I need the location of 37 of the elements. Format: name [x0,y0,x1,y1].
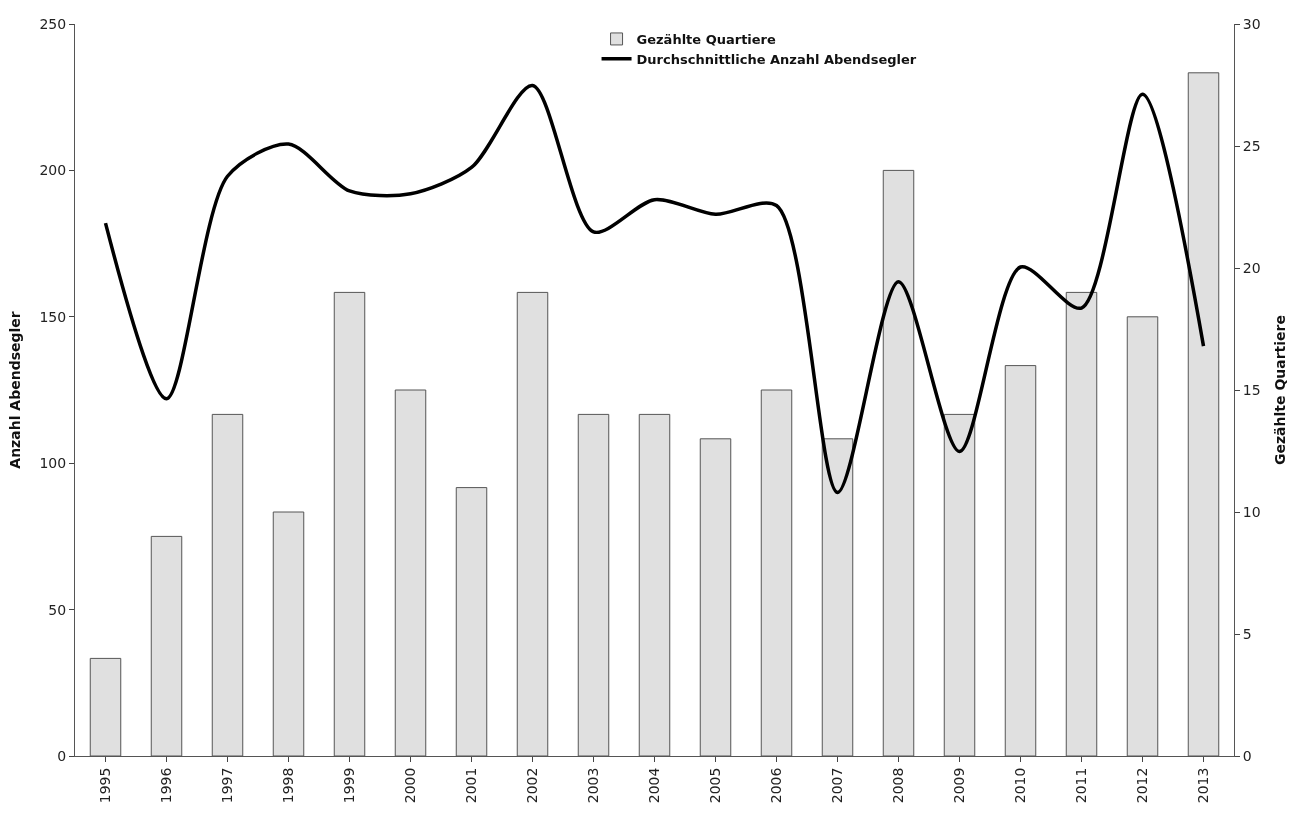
y2-tick-label: 10 [1242,503,1261,520]
x-tick-label: 1998 [280,767,297,804]
x-tick-label: 2009 [951,767,968,804]
y2-tick-label: 25 [1242,137,1261,154]
x-tick-label: 2003 [585,767,602,804]
x-tick-label: 1996 [158,767,175,804]
x-tick-label: 2011 [1073,767,1090,804]
x-tick-label: 2013 [1195,767,1212,804]
x-tick-label: 2001 [463,767,480,804]
y2-tick-label: 20 [1242,259,1261,276]
x-tick-label: 1997 [219,767,236,804]
x-tick-label: 2007 [829,767,846,804]
legend-label: Durchschnittliche Anzahl Abendsegler [636,51,917,67]
x-tick-label: 2010 [1012,767,1029,804]
y-tick-label: 150 [39,308,67,325]
y2-tick-label: 15 [1242,381,1261,398]
x-tick-label: 2006 [768,767,785,804]
x-tick-label: 2002 [524,767,541,804]
y2-tick-label: 5 [1242,625,1252,642]
x-tick-label: 2000 [402,767,419,804]
legend-label: Gezählte Quartiere [636,32,777,48]
x-tick-label: 2008 [890,767,907,804]
y2-tick-label: 30 [1242,15,1261,32]
y-tick-label: 200 [39,162,67,179]
y2-axis-title: Gezählte Quartiere [1271,314,1288,466]
y-tick-label: 100 [39,455,67,472]
x-tick-label: 1999 [341,767,358,804]
x-tick-label: 2004 [646,767,663,804]
y-axis-title: Anzahl Abendsegler [7,311,24,469]
y-tick-label: 0 [57,747,67,764]
x-tick-label: 1995 [97,767,114,804]
line-series [103,83,1206,495]
y-tick-label: 50 [48,601,67,618]
x-tick-label: 2005 [707,767,724,804]
y2-tick-label: 0 [1242,747,1252,764]
y-tick-label: 250 [39,15,67,32]
x-tick-label: 2012 [1134,767,1151,804]
